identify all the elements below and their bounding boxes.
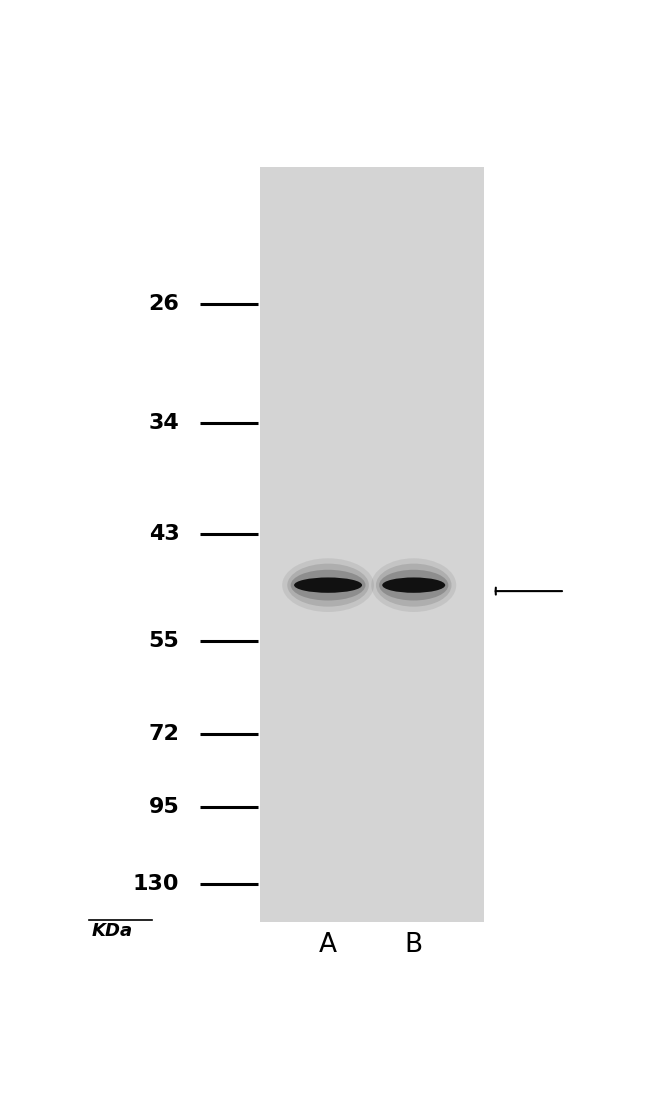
- Ellipse shape: [294, 577, 362, 593]
- Text: B: B: [405, 932, 422, 958]
- Ellipse shape: [371, 558, 456, 612]
- Text: 55: 55: [149, 630, 179, 650]
- Text: 34: 34: [149, 413, 179, 433]
- Ellipse shape: [376, 564, 452, 607]
- Ellipse shape: [282, 558, 374, 612]
- Text: 43: 43: [149, 524, 179, 544]
- Ellipse shape: [382, 577, 445, 593]
- Text: 95: 95: [149, 797, 179, 817]
- Text: 26: 26: [149, 294, 179, 314]
- Ellipse shape: [291, 570, 365, 601]
- Text: A: A: [319, 932, 337, 958]
- Ellipse shape: [379, 570, 448, 601]
- Ellipse shape: [287, 564, 369, 607]
- Text: KDa: KDa: [91, 922, 133, 940]
- Text: 130: 130: [133, 874, 179, 894]
- Bar: [260, 167, 484, 922]
- Text: 72: 72: [149, 725, 179, 745]
